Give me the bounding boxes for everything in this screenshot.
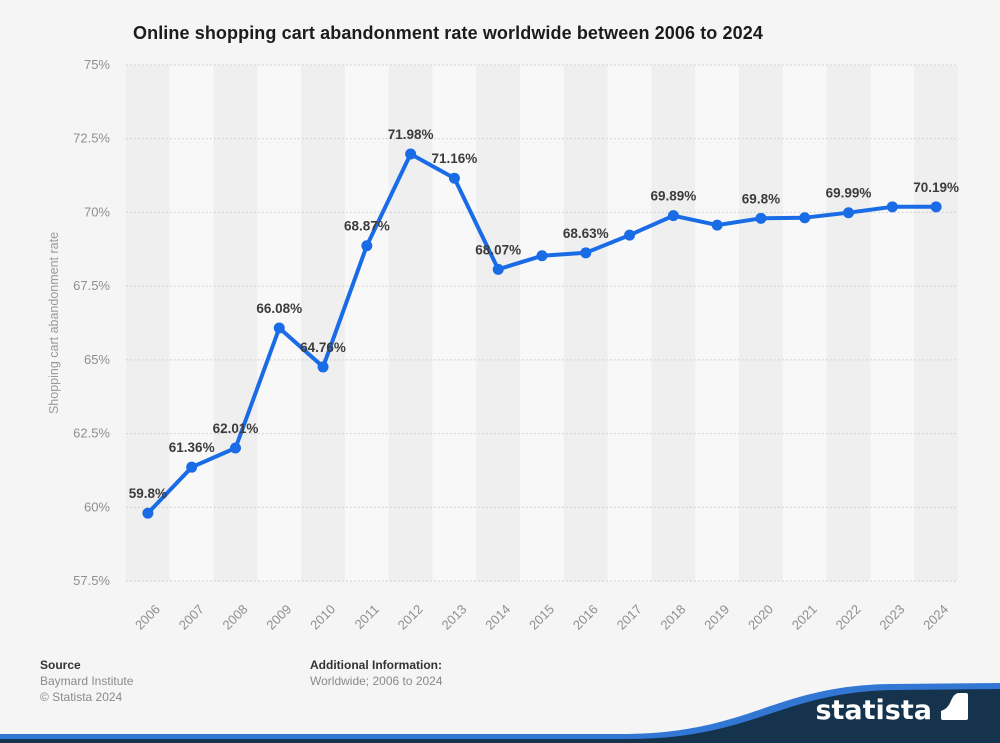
data-point-2016 [580,247,592,259]
x-tick-label: 2019 [701,602,732,633]
plot-band [739,65,783,581]
x-tick-label: 2014 [482,602,513,633]
source-block: Source Baymard Institute © Statista 2024 [40,657,133,705]
x-tick-label: 2017 [614,602,645,633]
y-tick-label: 62.5% [73,426,110,441]
data-point-2022 [843,207,855,219]
data-point-2021 [799,212,811,224]
plot-band [782,65,827,581]
data-point-2020 [755,212,767,224]
statista-footer-bar: statista [0,681,1000,743]
plot-band [651,65,696,581]
plot-band [695,65,740,581]
additional-info-value: Worldwide; 2006 to 2024 [310,674,443,688]
x-tick-label: 2018 [657,602,688,633]
data-point-2024 [930,201,942,213]
data-point-2010 [317,361,329,373]
data-point-2018 [667,210,679,222]
x-tick-label: 2020 [745,602,776,633]
data-label-2009: 66.08% [256,301,302,316]
plot-band [126,65,170,581]
plot-band [914,65,958,581]
additional-info-block: Additional Information: Worldwide; 2006 … [310,657,443,689]
statista-wordmark: statista [815,695,932,726]
statista-logo-wave-icon [941,693,958,711]
x-tick-label: 2007 [176,602,207,633]
plot-band [432,65,477,581]
data-label-2008: 62.01% [213,421,259,436]
chart-canvas: 75% 72.5% 70% 67.5% 65% 62.5% 60% 57.5% Shopping… [47,57,959,633]
data-label-2018: 69.89% [650,189,696,204]
data-point-2006 [142,507,154,519]
plot-band [520,65,564,581]
x-tick-label: 2022 [833,602,864,633]
y-tick-label: 75% [84,57,110,72]
data-point-2009 [273,322,285,334]
x-tick-label: 2009 [263,602,294,633]
y-tick-label: 60% [84,499,110,514]
x-tick-label: 2015 [526,602,557,633]
data-point-2023 [886,201,898,213]
data-label-2016: 68.63% [563,226,609,241]
data-point-2013 [448,172,460,184]
plot-band [476,65,521,581]
data-label-2014: 68.07% [475,242,521,257]
navy-shape [0,689,1000,743]
data-label-2006: 59.8% [129,486,167,501]
plot-band [169,65,214,581]
y-tick-label: 67.5% [73,278,110,293]
source-label: Source [40,658,81,672]
x-tick-label: 2010 [307,602,338,633]
data-label-2007: 61.36% [169,440,215,455]
data-point-2007 [186,461,198,473]
x-tick-label: 2012 [395,602,426,633]
plot-band [213,65,258,581]
x-tick-label: 2008 [220,602,251,633]
data-point-2014 [492,263,504,275]
copyright-notice: © Statista 2024 [40,690,123,704]
x-tick-label: 2023 [876,602,907,633]
plot-band [388,65,433,581]
data-point-2015 [536,250,548,262]
statista-logo: statista [815,693,968,726]
data-label-2024: 70.19% [913,180,959,195]
x-tick-label: 2013 [438,602,469,633]
additional-info-label: Additional Information: [310,658,442,672]
source-name: Baymard Institute [40,674,134,688]
x-tick-label: 2011 [352,602,382,632]
y-tick-label: 57.5% [73,573,110,588]
x-tick-label: 2021 [789,602,820,633]
data-label-2013: 71.16% [432,151,478,166]
data-label-2011: 68.87% [344,219,390,234]
data-point-2011 [361,240,373,252]
data-label-2022: 69.99% [826,186,872,201]
x-tick-label: 2016 [570,602,601,633]
chart-title: Online shopping cart abandonment rate wo… [133,23,763,43]
plot-band [563,65,608,581]
y-tick-label: 65% [84,352,110,367]
plot-band [870,65,915,581]
footer-wave-graphic: statista [0,683,1000,743]
plot-band [344,65,389,581]
data-point-2012 [405,148,417,160]
data-label-2020: 69.8% [742,191,780,206]
data-point-2019 [711,219,723,231]
y-tick-label: 70% [84,204,110,219]
x-tick-label: 2024 [920,602,951,633]
data-label-2010: 64.76% [300,340,346,355]
y-axis-title: Shopping cart abandonment rate [47,232,61,414]
y-tick-label: 72.5% [73,131,110,146]
plot-band [607,65,652,581]
data-point-2017 [624,229,636,241]
data-point-2008 [229,442,241,454]
plot-band [826,65,871,581]
data-label-2012: 71.98% [388,127,434,142]
x-tick-label: 2006 [132,602,163,633]
